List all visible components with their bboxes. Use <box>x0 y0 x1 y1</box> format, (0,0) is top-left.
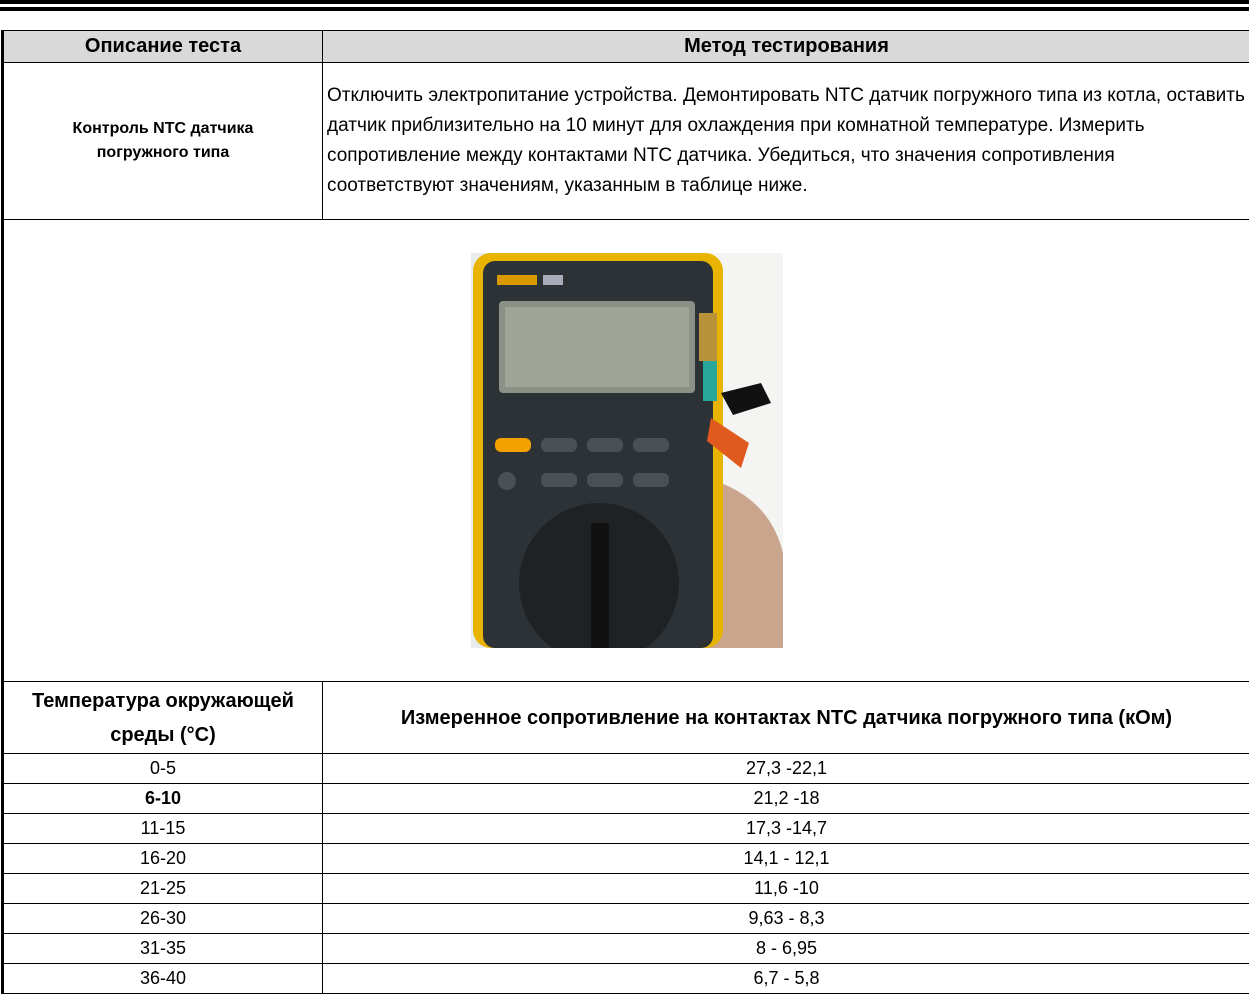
temperature-cell: 21-25 <box>1 873 323 904</box>
photo-cell <box>1 219 1249 682</box>
data-row: 11-15 17,3 -14,7 <box>1 813 1249 844</box>
header-cell: Метод тестирования <box>322 30 1249 63</box>
photo-row <box>1 219 1249 682</box>
data-row: 36-40 6,7 - 5,8 <box>1 963 1249 994</box>
test-name: Контроль NTC датчика погружного типа <box>1 62 323 220</box>
data-row: 6-10 21,2 -18 <box>1 783 1249 814</box>
resistance-cell: 14,1 - 12,1 <box>322 843 1249 874</box>
column-header: Температура окружающей среды (°C) <box>1 681 323 754</box>
temperature-cell: 26-30 <box>1 903 323 934</box>
data-row: 26-30 9,63 - 8,3 <box>1 903 1249 934</box>
photo <box>471 253 783 648</box>
data-row: 0-5 27,3 -22,1 <box>1 753 1249 784</box>
temperature-cell: 31-35 <box>1 933 323 964</box>
temperature-cell: 0-5 <box>1 753 323 784</box>
resistance-cell: 9,63 - 8,3 <box>322 903 1249 934</box>
header-row: Описание теста Метод тестирования <box>1 30 1249 63</box>
data-row: 21-25 11,6 -10 <box>1 873 1249 904</box>
table-header-row: Температура окружающей среды (°C) Измере… <box>1 681 1249 754</box>
test-table: Описание теста Метод тестирования Контро… <box>1 30 1249 994</box>
column-header: Измеренное сопротивление на контактах NT… <box>322 681 1249 754</box>
temperature-cell: 6-10 <box>1 783 323 814</box>
data-row: 31-35 8 - 6,95 <box>1 933 1249 964</box>
resistance-cell: 21,2 -18 <box>322 783 1249 814</box>
temperature-cell: 36-40 <box>1 963 323 994</box>
resistance-cell: 17,3 -14,7 <box>322 813 1249 844</box>
description-row: Контроль NTC датчика погружного типа Отк… <box>1 62 1249 220</box>
top-rule <box>0 7 1249 11</box>
header-cell: Описание теста <box>1 30 323 63</box>
temperature-cell: 16-20 <box>1 843 323 874</box>
resistance-cell: 6,7 - 5,8 <box>322 963 1249 994</box>
temperature-cell: 11-15 <box>1 813 323 844</box>
resistance-cell: 8 - 6,95 <box>322 933 1249 964</box>
resistance-cell: 27,3 -22,1 <box>322 753 1249 784</box>
resistance-cell: 11,6 -10 <box>322 873 1249 904</box>
top-rule <box>0 0 1249 4</box>
data-row: 16-20 14,1 - 12,1 <box>1 843 1249 874</box>
test-method: Отключить электропитание устройства. Дем… <box>322 62 1249 220</box>
